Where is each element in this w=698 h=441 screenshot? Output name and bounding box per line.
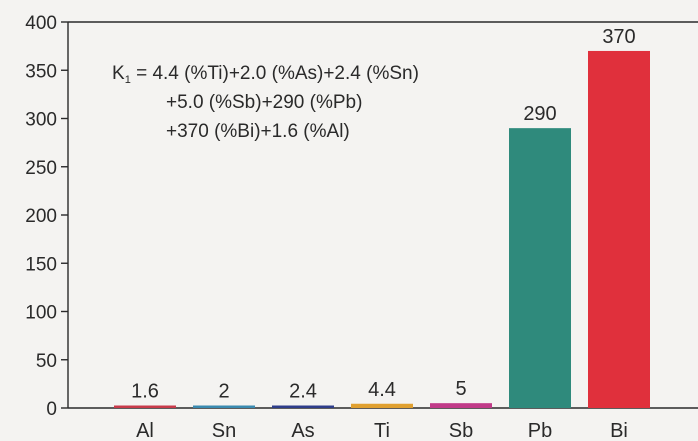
bar-pb [509,128,571,408]
formula-line-1: K1 = 4.4 (%Ti)+2.0 (%As)+2.4 (%Sn) [112,63,419,86]
category-label-ti: Ti [374,420,390,441]
bar-sb [430,403,492,408]
y-tick-label: 400 [25,13,57,34]
bar-ti [351,403,413,408]
data-label-pb: 290 [523,103,556,125]
y-tick-label: 150 [25,254,57,275]
data-label-bi: 370 [602,26,635,48]
data-label-sb: 5 [455,378,466,400]
category-label-sb: Sb [449,420,473,441]
data-label-ti: 4.4 [368,379,396,401]
data-labels: 1.6 2 2.4 4.4 5 290 370 [131,26,636,403]
data-label-as: 2.4 [289,381,317,403]
y-tick-label: 100 [25,303,57,324]
formula-line-2: +5.0 (%Sb)+290 (%Pb) [166,92,362,113]
data-label-sn: 2 [218,381,229,403]
y-tick-label: 250 [25,158,57,179]
category-labels: Al Sn As Ti Sb Pb Bi [136,420,628,441]
formula-line-1-rest: = 4.4 (%Ti)+2.0 (%As)+2.4 (%Sn) [131,63,419,84]
bar-al [114,405,176,408]
category-label-al: Al [136,420,154,441]
formula-k: K [112,63,125,84]
bars [114,50,650,408]
formula-annotation: K1 = 4.4 (%Ti)+2.0 (%As)+2.4 (%Sn) +5.0 … [112,63,419,142]
bar-bi [588,50,650,408]
y-ticks: 0 50 100 150 200 250 300 350 400 [25,13,68,420]
category-label-bi: Bi [610,420,628,441]
y-tick-label: 50 [36,351,57,372]
y-tick-label: 300 [25,110,57,131]
y-tick-label: 200 [25,206,57,227]
formula-line-3: +370 (%Bi)+1.6 (%Al) [166,121,350,142]
category-label-as: As [291,420,314,441]
y-tick-label: 0 [46,399,57,420]
y-tick-label: 350 [25,61,57,82]
bar-as [272,405,334,408]
category-label-pb: Pb [528,420,552,441]
bar-sn [193,405,255,408]
category-label-sn: Sn [212,420,236,441]
formula-k-subscript: 1 [125,74,131,86]
data-label-al: 1.6 [131,381,159,403]
